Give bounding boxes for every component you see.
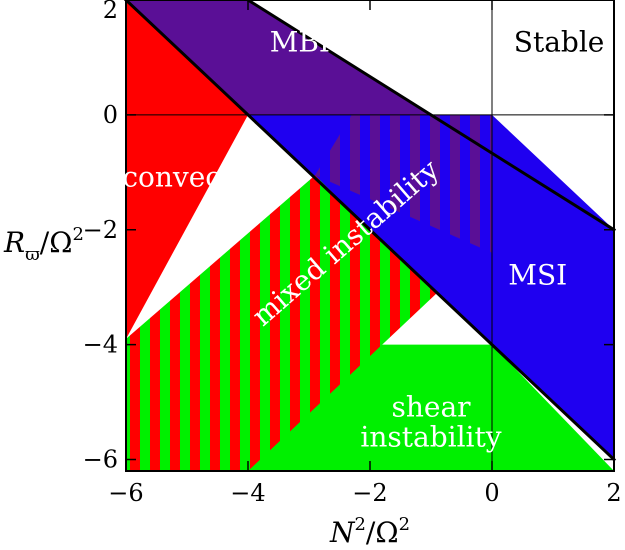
y-tick-label: −2	[83, 216, 118, 244]
region-label-mbi: MBI	[270, 26, 330, 59]
x-tick-label: −2	[352, 479, 387, 507]
y-tick-label: 0	[103, 101, 118, 129]
region-label-stable: Stable	[514, 26, 605, 59]
boundary-line-2	[123, 0, 617, 462]
x-tick-label: −6	[108, 479, 143, 507]
y-axis-label: Rϖ/Ω2	[3, 224, 84, 265]
region-convection	[126, 0, 248, 339]
x-axis-label: N2/Ω2	[329, 514, 410, 549]
boundary-line-1	[245, 0, 617, 232]
region-label-shear-instability: shear instability	[360, 390, 501, 453]
region-label-msi: MSI	[508, 258, 567, 291]
region-mixed-instability-upper	[315, 114, 492, 253]
region-mixed-instability	[126, 175, 438, 471]
y-tick-label: 2	[103, 0, 118, 24]
y-tick-label: −6	[83, 446, 118, 474]
x-tick-label: −4	[230, 479, 265, 507]
region-label-convection: convection	[122, 161, 276, 194]
y-tick-label: −4	[83, 331, 118, 359]
x-tick-label: 0	[484, 479, 499, 507]
x-tick-label: 2	[606, 479, 621, 507]
